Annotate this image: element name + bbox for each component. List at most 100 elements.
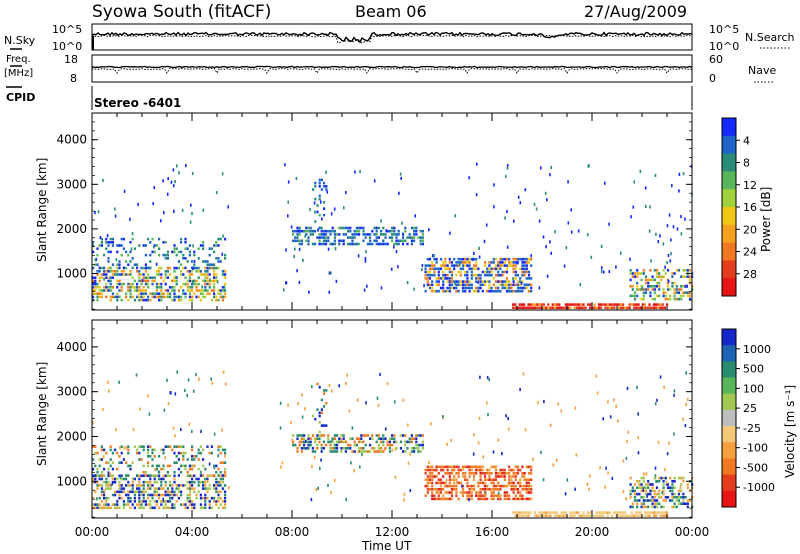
echo-cell [675,297,678,301]
echo-cell [107,506,110,510]
echo-cell [624,306,627,310]
echo-cell [459,468,462,472]
echo-cell [314,181,317,185]
echo-cell [571,303,574,306]
echo-cell [195,496,198,500]
echo-cell [619,251,622,255]
echo-cell [219,496,222,500]
echo-cell [536,306,539,310]
echo-cell [428,460,430,465]
echo-cell [300,440,303,444]
echo-cell [673,288,676,291]
echo-cell [149,292,152,295]
echo-cell [314,220,317,223]
echo-cell [103,277,105,281]
echo-cell [536,514,539,518]
echo-cell [219,461,222,464]
echo-cell [481,280,484,283]
echo-cell [486,478,489,481]
echo-cell [94,451,97,455]
echo-cell [682,476,685,480]
echo-cell [160,292,163,295]
echo-cell [501,472,504,475]
echo-cell [444,273,447,277]
echo-cell [448,261,451,264]
echo-cell [118,490,121,494]
echo-cell [664,265,666,269]
echo-cell [131,484,134,487]
echo-cell [503,497,506,501]
echo-cell [147,276,150,279]
echo-cell [477,465,480,469]
echo-cell [162,500,165,503]
echo-cell [169,496,172,500]
echo-cell [503,261,506,264]
echo-cell [453,280,456,283]
echo-cell [626,386,629,390]
echo-cell [644,275,648,278]
echo-cell [177,467,180,471]
echo-cell [669,294,672,298]
echo-cell [494,267,498,271]
echo-cell [521,273,524,277]
echo-cell [478,246,480,250]
echo-cell [222,370,225,374]
echo-cell [600,511,603,514]
echo-cell [94,445,97,448]
echo-cell [184,503,187,506]
echo-cell [521,257,524,261]
echo-cell [481,283,484,287]
echo-cell [464,478,467,481]
echo-cell [292,229,295,233]
echo-cell [651,285,654,288]
echo-cell [221,298,224,302]
echo-cell [365,250,367,254]
echo-cell [140,292,143,295]
echo-cell [94,276,97,279]
echo-cell [654,474,657,478]
echo-cell [673,502,676,505]
echo-cell [206,479,209,484]
echo-cell [162,487,165,490]
echo-cell [651,496,654,499]
echo-cell [630,514,633,518]
echo-cell [512,468,515,472]
echo-cell [516,286,520,290]
echo-cell [138,276,141,279]
echo-cell [607,471,609,475]
echo-cell [331,440,334,444]
echo-cell [191,260,194,263]
echo-cell [358,229,361,233]
echo-cell [184,266,187,270]
echo-cell [393,242,396,246]
echo-cell [549,306,552,310]
echo-cell [307,239,310,243]
echo-cell [664,499,667,502]
echo-cell [147,295,150,299]
echo-cell [375,440,378,444]
nsky-panel: N.Sky 10^5 10^0 10^5 10^0 N.Search [4,23,795,53]
echo-cell [169,266,172,270]
echo-cell [215,276,218,279]
echo-cell [404,443,407,447]
echo-cell [628,303,631,306]
echo-cell [342,440,345,444]
echo-cell [658,502,661,505]
echo-cell [224,471,227,474]
echo-cell [468,257,471,261]
echo-cell [477,491,480,494]
echo-cell [403,498,405,502]
echo-cell [318,181,321,185]
echo-cell [221,474,224,477]
echo-cell [215,295,218,299]
echo-cell [173,289,176,292]
echo-cell [552,463,555,467]
echo-cell [138,490,141,494]
echo-cell [103,480,106,484]
echo-cell [323,207,326,210]
echo-cell [142,464,145,468]
colorbar-swatch [722,118,736,137]
echo-cell [505,277,509,280]
echo-cell [413,239,416,243]
echo-cell [657,306,660,310]
